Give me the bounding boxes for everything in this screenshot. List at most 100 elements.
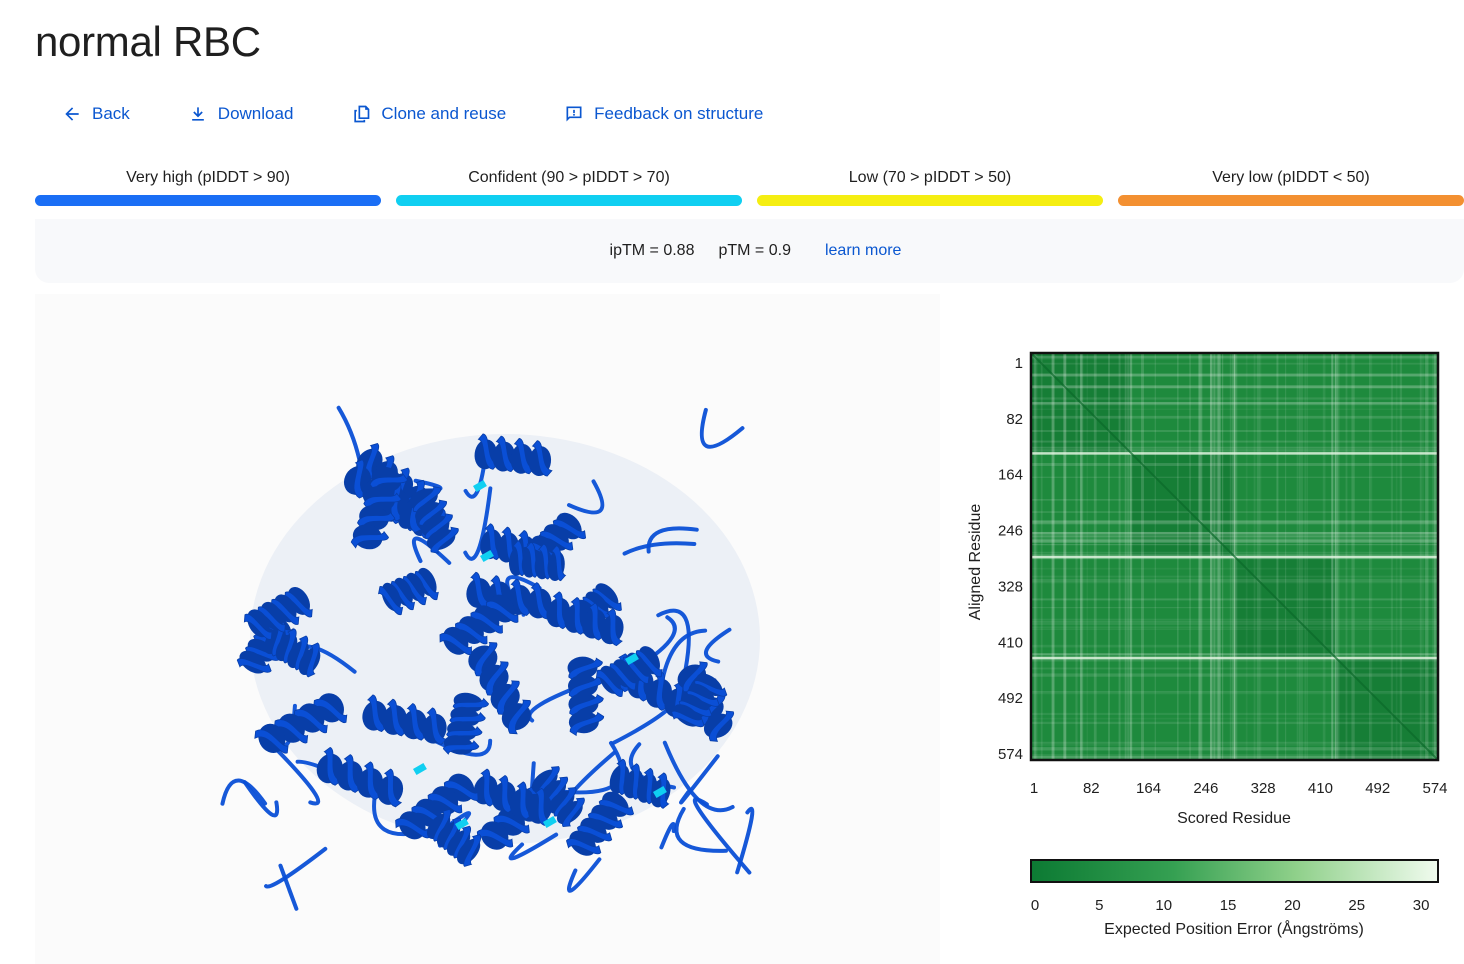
heatmap-stripe bbox=[1031, 536, 1438, 538]
x-tick-label: 410 bbox=[1308, 780, 1333, 797]
legend-label: Confident (90 > pIDDT > 70) bbox=[468, 169, 670, 186]
clone-and-reuse-button[interactable]: Clone and reuse bbox=[351, 104, 506, 124]
heatmap-stripe bbox=[1031, 397, 1438, 400]
x-tick-label: 1 bbox=[1030, 780, 1038, 797]
legend-very-high: Very high (pIDDT > 90) bbox=[35, 166, 381, 206]
loop-segment bbox=[566, 479, 605, 515]
heatmap-stripe bbox=[1031, 446, 1438, 449]
x-axis-label: Scored Residue bbox=[1177, 810, 1291, 827]
loop-segment bbox=[622, 541, 697, 556]
loop-segment bbox=[336, 405, 362, 462]
heatmap-stripe bbox=[1031, 415, 1438, 419]
heatmap-stripe bbox=[1031, 440, 1438, 443]
heatmap-stripe bbox=[1031, 386, 1438, 388]
download-icon bbox=[191, 107, 204, 121]
helix-turn-front bbox=[439, 632, 472, 656]
heatmap-stripe bbox=[1031, 756, 1438, 759]
helix-turn-front bbox=[243, 613, 273, 640]
feedback-button[interactable]: Feedback on structure bbox=[564, 104, 763, 124]
loop-segment bbox=[699, 407, 745, 449]
colorbar-ticks: 0 5 10 15 20 25 30 bbox=[1031, 897, 1430, 914]
learn-more-link[interactable]: learn more bbox=[824, 242, 902, 259]
heatmap-stripe bbox=[1031, 531, 1438, 534]
helix bbox=[264, 621, 321, 678]
y-tick-label: 1 bbox=[1015, 355, 1023, 372]
loop-segment bbox=[567, 857, 602, 893]
helix bbox=[442, 692, 490, 755]
x-tick-label: 492 bbox=[1365, 780, 1390, 797]
loop-segment bbox=[692, 797, 752, 875]
heatmap-stripe bbox=[1031, 401, 1438, 406]
confident-region-segment bbox=[454, 818, 469, 831]
heatmap-stripe bbox=[1031, 385, 1438, 389]
loop-segment bbox=[411, 536, 452, 565]
helix bbox=[409, 486, 459, 554]
loop-segment bbox=[678, 754, 720, 805]
x-tick-label: 246 bbox=[1193, 780, 1218, 797]
heatmap-stripe bbox=[1031, 743, 1438, 746]
download-button[interactable]: Download bbox=[188, 104, 293, 124]
heatmap-stripe bbox=[1031, 539, 1438, 543]
heatmap-stripe bbox=[1031, 598, 1438, 601]
heatmap-stripe bbox=[1031, 356, 1438, 360]
heatmap-stripe bbox=[1031, 618, 1438, 621]
loop-segment bbox=[242, 780, 280, 818]
heatmap-stripe bbox=[1031, 628, 1438, 630]
heatmap-stripe bbox=[1031, 673, 1438, 677]
helix-turn-front bbox=[383, 768, 403, 808]
helix bbox=[350, 466, 408, 550]
confident-region-segment bbox=[543, 816, 557, 829]
helix bbox=[473, 768, 553, 826]
helix-turn-front bbox=[569, 711, 605, 737]
structure-viewer[interactable] bbox=[35, 294, 940, 964]
heatmap-stripe bbox=[1031, 538, 1438, 542]
helix-turn-front bbox=[566, 838, 602, 855]
legend-label: Very low (pIDDT < 50) bbox=[1212, 169, 1370, 186]
heatmap-stripe bbox=[1031, 691, 1438, 695]
confident-region-segment bbox=[413, 763, 427, 776]
y-tick-label: 82 bbox=[1006, 411, 1023, 428]
heatmap-stripe bbox=[1031, 449, 1438, 453]
helix bbox=[671, 673, 728, 728]
plddt-legend: Very high (pIDDT > 90) Confident (90 > p… bbox=[35, 166, 1464, 206]
helix-turn-front bbox=[442, 740, 480, 755]
heatmap-stripe bbox=[1031, 520, 1438, 524]
loop-segment bbox=[656, 608, 691, 672]
loop-segment bbox=[220, 778, 268, 806]
heatmap-stripe bbox=[1031, 667, 1438, 670]
heatmap-stripe bbox=[1031, 429, 1438, 433]
loop-segment bbox=[704, 627, 732, 664]
helix-turn-front bbox=[350, 530, 389, 549]
heatmap-frame bbox=[1029, 351, 1440, 762]
helix bbox=[546, 591, 624, 647]
colorbar-tick-label: 0 bbox=[1031, 897, 1039, 914]
colorbar-tick-label: 20 bbox=[1284, 897, 1301, 914]
diagonal-line bbox=[1030, 352, 1439, 761]
helix bbox=[595, 646, 663, 697]
loop-segment bbox=[463, 486, 493, 561]
arrow-left-icon bbox=[65, 107, 79, 121]
heatmap-stripe bbox=[1031, 532, 1438, 534]
heatmap-stripe bbox=[1031, 747, 1438, 751]
heatmap-stripe bbox=[1031, 717, 1438, 720]
heatmap-stripe bbox=[1031, 476, 1438, 478]
y-tick-label: 410 bbox=[998, 634, 1023, 651]
heatmap-stripe bbox=[1031, 658, 1438, 662]
loop-segment bbox=[735, 806, 755, 875]
helix-turn-front bbox=[507, 699, 531, 735]
back-button[interactable]: Back bbox=[62, 104, 130, 124]
heatmap-stripe bbox=[1031, 533, 1438, 537]
helix bbox=[426, 808, 482, 867]
feedback-icon bbox=[566, 106, 582, 122]
iptm-value: ipTM = 0.88 bbox=[609, 242, 695, 259]
legend-low: Low (70 > pIDDT > 50) bbox=[757, 166, 1103, 206]
legend-label: Very high (pIDDT > 90) bbox=[126, 169, 290, 186]
y-tick-label: 328 bbox=[998, 578, 1023, 595]
colorbar-tick-label: 10 bbox=[1155, 897, 1172, 914]
helix bbox=[243, 586, 313, 640]
heatmap-stripe bbox=[1031, 532, 1438, 534]
confident-region-segment bbox=[473, 480, 487, 493]
protein-structure-3d[interactable] bbox=[35, 294, 940, 964]
x-axis-ticks: 1 82 164 246 328 410 492 574 bbox=[1030, 780, 1448, 797]
loop-segment bbox=[674, 807, 728, 853]
